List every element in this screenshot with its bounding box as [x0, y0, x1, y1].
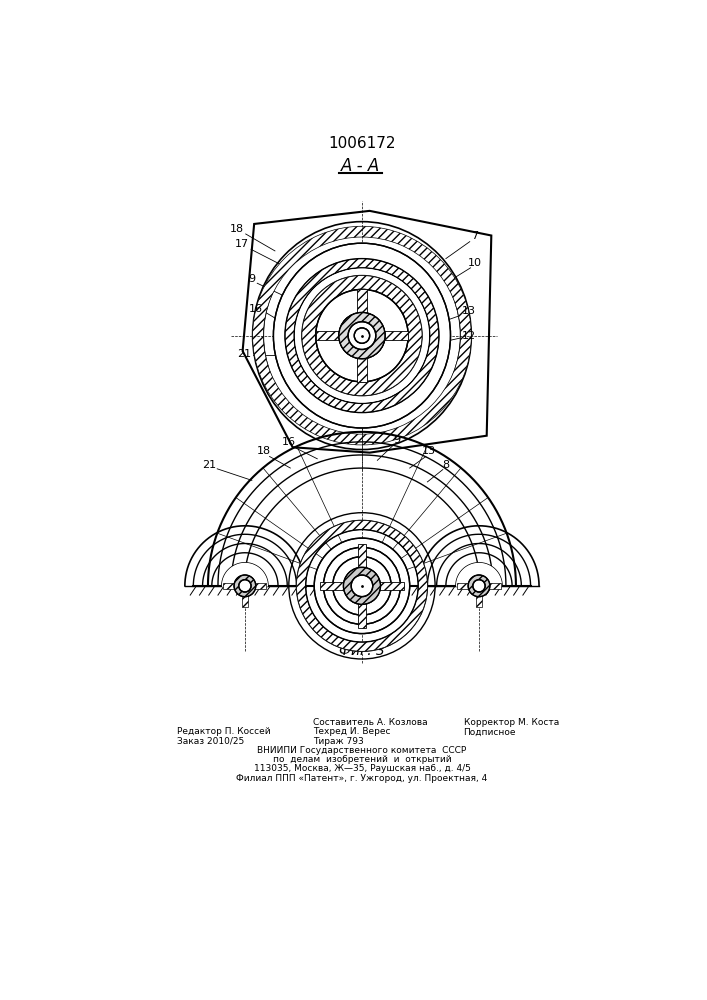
Text: 1006172: 1006172 [328, 136, 396, 151]
Text: 16: 16 [249, 304, 263, 314]
Bar [477, 586, 481, 607]
Text: Корректор М. Коста: Корректор М. Коста [464, 718, 559, 727]
Text: по  делам  изобретений  и  открытий: по делам изобретений и открытий [273, 755, 451, 764]
Text: Заказ 2010/25: Заказ 2010/25 [177, 737, 245, 746]
Polygon shape [457, 564, 501, 586]
Circle shape [324, 547, 400, 624]
Text: 7: 7 [472, 231, 479, 241]
Circle shape [354, 328, 370, 343]
Text: 13: 13 [462, 306, 476, 316]
Circle shape [348, 322, 376, 349]
Wedge shape [344, 567, 380, 604]
Text: Техред И. Верес: Техред И. Верес [313, 727, 391, 736]
Circle shape [351, 575, 373, 597]
Text: Редактор П. Коссей: Редактор П. Коссей [177, 727, 271, 736]
Text: Тираж 793: Тираж 793 [313, 737, 364, 746]
Circle shape [316, 289, 408, 382]
Circle shape [468, 575, 490, 597]
Text: 8: 8 [443, 460, 450, 470]
Bar [316, 331, 408, 340]
Wedge shape [468, 575, 490, 597]
Bar [223, 583, 267, 589]
Text: ВНИИПИ Государственного комитета  СССР: ВНИИПИ Государственного комитета СССР [257, 746, 467, 755]
Text: 113035, Москва, Ж—35, Раушская наб., д. 4/5: 113035, Москва, Ж—35, Раушская наб., д. … [254, 764, 470, 773]
Bar [358, 544, 366, 628]
Wedge shape [302, 276, 422, 396]
Bar [357, 289, 366, 382]
Wedge shape [234, 575, 256, 597]
Text: 13: 13 [422, 446, 436, 456]
Circle shape [473, 580, 485, 592]
Wedge shape [296, 520, 428, 651]
Text: Составитель А. Козлова: Составитель А. Козлова [313, 718, 428, 727]
Text: Фиг. 2: Фиг. 2 [339, 398, 385, 412]
Circle shape [314, 538, 409, 634]
Circle shape [339, 312, 385, 359]
Text: 16: 16 [282, 437, 296, 447]
Circle shape [344, 567, 380, 604]
Text: 18: 18 [229, 224, 243, 234]
Text: 18: 18 [257, 446, 271, 456]
Wedge shape [252, 226, 472, 445]
Circle shape [333, 557, 391, 615]
Text: Подписное: Подписное [464, 727, 516, 736]
Text: 9: 9 [248, 274, 255, 284]
Circle shape [234, 575, 256, 597]
Bar [457, 583, 501, 589]
Text: 17: 17 [235, 239, 249, 249]
Circle shape [239, 580, 251, 592]
Wedge shape [339, 312, 385, 359]
Text: 21: 21 [202, 460, 216, 470]
Text: 21: 21 [237, 349, 251, 359]
Text: Фиг. 3: Фиг. 3 [339, 644, 385, 658]
Ellipse shape [274, 243, 450, 428]
Bar [243, 586, 247, 607]
Text: Филиал ППП «Патент», г. Ужгород, ул. Проектная, 4: Филиал ППП «Патент», г. Ужгород, ул. Про… [236, 774, 488, 783]
Text: 9: 9 [393, 435, 400, 445]
Text: 10: 10 [468, 258, 482, 268]
Bar [320, 582, 404, 590]
Wedge shape [285, 259, 439, 413]
Circle shape [295, 269, 429, 403]
Text: А - А: А - А [341, 157, 380, 175]
Wedge shape [339, 312, 385, 359]
Polygon shape [223, 564, 267, 586]
Text: 12: 12 [462, 331, 476, 341]
